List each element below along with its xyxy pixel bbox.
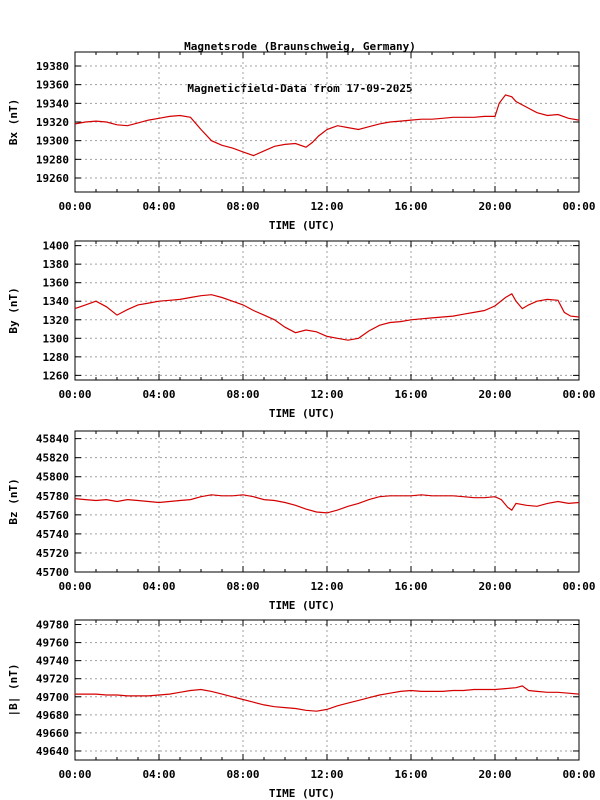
x-tick-label: 08:00 [226,768,259,781]
x-tick-label: 00:00 [562,388,595,401]
x-tick-label: 20:00 [478,580,511,593]
y-tick-label: 45780 [36,490,69,503]
x-tick-label: 16:00 [394,200,427,213]
plot-frame [74,430,580,573]
x-tick-label: 04:00 [142,388,175,401]
y-tick-label: 19340 [36,97,69,110]
x-tick-label: 00:00 [562,768,595,781]
data-line [75,685,580,712]
y-tick-label: 49660 [36,727,69,740]
y-tick-label: 19300 [36,135,69,148]
y-tick-label: 49780 [36,619,69,632]
x-tick-label: 16:00 [394,388,427,401]
x-tick-label: 00:00 [562,580,595,593]
y-tick-label: 49680 [36,709,69,722]
y-tick-label: 1340 [43,295,70,308]
x-axis-label: TIME (UTC) [269,787,335,800]
y-tick-label: 49740 [36,655,69,668]
y-tick-label: 1320 [43,314,70,327]
x-tick-label: 08:00 [226,200,259,213]
x-axis-label: TIME (UTC) [269,407,335,420]
y-tick-label: 1400 [43,240,70,253]
y-tick-label: 45700 [36,566,69,579]
x-tick-label: 00:00 [58,580,91,593]
x-tick-label: 08:00 [226,580,259,593]
x-tick-label: 00:00 [58,200,91,213]
y-axis-label: Bx (nT) [7,99,20,145]
x-tick-label: 16:00 [394,580,427,593]
plot-frame [74,51,580,193]
y-tick-label: 49760 [36,637,69,650]
x-tick-label: 00:00 [562,200,595,213]
x-axis-label: TIME (UTC) [269,599,335,612]
x-tick-label: 12:00 [310,200,343,213]
x-tick-label: 00:00 [58,768,91,781]
y-tick-label: 19260 [36,172,69,185]
data-line [74,292,580,341]
x-tick-label: 04:00 [142,200,175,213]
y-tick-label: 45800 [36,471,69,484]
y-tick-label: 49720 [36,673,69,686]
y-tick-label: 1360 [43,277,70,290]
y-tick-label: 45760 [36,509,69,522]
y-tick-label: 19360 [36,79,69,92]
y-tick-label: 49700 [36,691,69,704]
y-tick-label: 45840 [36,433,69,446]
title-line-2: Magneticfield-Data from 17-09-2025 [187,82,413,95]
x-tick-label: 12:00 [310,768,343,781]
chart-title: Magnetsrode (Braunschweig, Germany) Magn… [0,12,600,110]
y-axis-label: |B| (nT) [7,664,20,717]
data-line [74,94,580,157]
y-axis-label: By (nT) [7,287,20,333]
x-tick-label: 16:00 [394,768,427,781]
y-tick-label: 19280 [36,153,69,166]
y-tick-label: 45720 [36,547,69,560]
y-tick-label: 49640 [36,745,69,758]
x-tick-label: 20:00 [478,768,511,781]
x-tick-label: 12:00 [310,580,343,593]
y-tick-label: 1260 [43,369,70,382]
x-tick-label: 20:00 [478,200,511,213]
x-tick-label: 00:00 [58,388,91,401]
x-tick-label: 08:00 [226,388,259,401]
plot-frame [74,240,580,381]
x-tick-label: 04:00 [142,768,175,781]
y-tick-label: 45820 [36,452,69,465]
title-line-1: Magnetsrode (Braunschweig, Germany) [184,40,416,53]
y-tick-label: 1300 [43,332,70,345]
plot-frame [74,619,580,761]
x-tick-label: 20:00 [478,388,511,401]
y-axis-label: Bz (nT) [7,478,20,524]
y-tick-label: 19380 [36,60,69,73]
y-tick-label: 1280 [43,351,70,364]
x-tick-label: 12:00 [310,388,343,401]
x-tick-label: 04:00 [142,580,175,593]
y-tick-label: 45740 [36,528,69,541]
data-line [74,494,580,514]
x-axis-label: TIME (UTC) [269,219,335,232]
y-tick-label: 1380 [43,258,70,271]
y-tick-label: 19320 [36,116,69,129]
